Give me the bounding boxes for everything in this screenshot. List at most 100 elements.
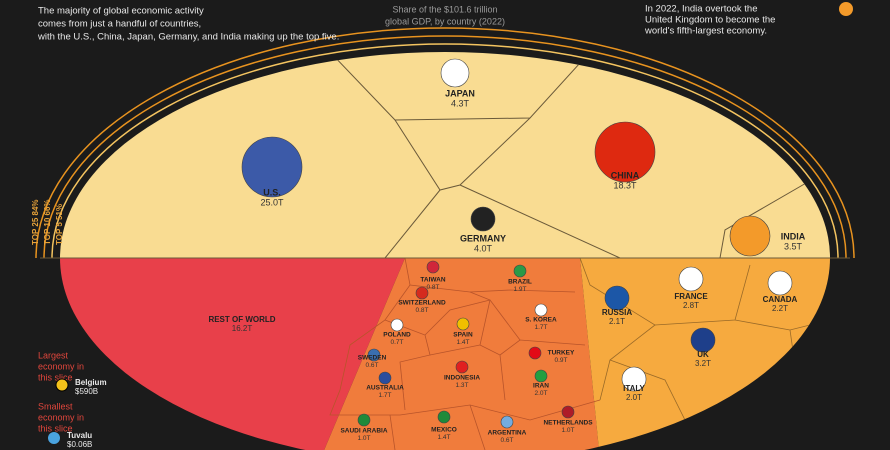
flag: [367, 348, 381, 362]
region-name: INDONESIA: [444, 375, 480, 382]
region-name: IRAN: [533, 383, 549, 390]
flag: [470, 206, 496, 232]
legend-heading: this slice: [38, 423, 73, 433]
region-value: 16.2T: [232, 324, 253, 333]
region-name: BRAZIL: [508, 279, 532, 286]
flag: [390, 318, 404, 332]
region-value: 0.6T: [365, 362, 378, 369]
flag: [513, 264, 527, 278]
flag: [534, 369, 548, 383]
flag: [456, 317, 470, 331]
region-name: ITALY: [623, 384, 645, 393]
flag: [48, 432, 60, 444]
flag: [594, 121, 656, 183]
legend-country: Tuvalu: [67, 431, 92, 440]
note-3: world's fifth-largest economy.: [644, 26, 767, 37]
region-name: CANADA: [763, 295, 798, 304]
flag: [415, 286, 429, 300]
flag: [440, 58, 470, 88]
note-1: In 2022, India overtook the: [645, 4, 758, 15]
region-name: U.S.: [263, 187, 281, 197]
ring-label: TOP 5 51%: [55, 204, 64, 245]
region-value: 1.4T: [437, 434, 450, 441]
region-value: 3.2T: [695, 359, 711, 368]
region-name: CHINA: [611, 170, 640, 180]
region-value: 1.0T: [357, 435, 370, 442]
region-name: TAIWAN: [420, 277, 445, 284]
region-name: RUSSIA: [602, 308, 632, 317]
rings: [35, 27, 855, 259]
intro-1: The majority of global economic activity: [38, 6, 204, 17]
legend-heading: Smallest: [38, 401, 73, 411]
ring-label: TOP 25 84%: [31, 199, 40, 245]
legend-heading: economy in: [38, 361, 84, 371]
region-value: 0.8T: [426, 284, 439, 291]
india-flag: [839, 2, 853, 16]
flag: [528, 346, 542, 360]
region-name: SWEDEN: [358, 355, 387, 362]
region-value: 2.2T: [772, 304, 788, 313]
region-name: NETHERLANDS: [543, 420, 593, 427]
legend-heading: this slice: [38, 372, 73, 382]
note-2: United Kingdom to become the: [645, 15, 775, 26]
region-name: REST OF WORLD: [208, 315, 275, 324]
region-value: 0.9T: [554, 357, 567, 364]
region-value: 2.1T: [609, 317, 625, 326]
flag: [561, 405, 575, 419]
legend-value: $0.06B: [67, 440, 92, 449]
region-value: 1.7T: [534, 324, 547, 331]
legend-heading: economy in: [38, 412, 84, 422]
flag: [378, 371, 392, 385]
region-value: 2.0T: [626, 393, 642, 402]
flag: [678, 266, 704, 292]
region-name: SAUDI ARABIA: [340, 428, 387, 435]
region-value: 0.7T: [390, 339, 403, 346]
flag: [729, 215, 771, 257]
region-name: AUSTRALIA: [366, 385, 404, 392]
region-value: 25.0T: [260, 197, 284, 207]
region-name: SPAIN: [453, 332, 473, 339]
region-name: MEXICO: [431, 427, 457, 434]
flag: [426, 260, 440, 274]
region-value: 18.3T: [613, 180, 637, 190]
flag: [55, 378, 69, 392]
intro-3: with the U.S., China, Japan, Germany, an…: [37, 32, 339, 43]
region-value: 1.4T: [456, 339, 469, 346]
region-name: GERMANY: [460, 233, 506, 243]
region-value: 0.6T: [500, 437, 513, 444]
flag: [357, 413, 371, 427]
region-name: TURKEY: [548, 350, 575, 357]
region-name: UK: [697, 350, 709, 359]
region-value: 3.5T: [784, 241, 803, 251]
flag: [500, 415, 514, 429]
flag: [534, 303, 548, 317]
flag: [621, 366, 647, 392]
ring-label: TOP 10 66%: [43, 199, 52, 245]
region-name: FRANCE: [674, 292, 708, 301]
region-name: SWITZERLAND: [398, 300, 446, 307]
flag: [604, 285, 630, 311]
region-value: 2.0T: [534, 390, 547, 397]
subtitle-2: global GDP, by country (2022): [385, 16, 505, 26]
flag: [455, 360, 469, 374]
region-name: INDIA: [781, 231, 806, 241]
legend-value: $590B: [75, 387, 98, 396]
region-value: 2.8T: [683, 301, 699, 310]
region-value: 1.0T: [561, 427, 574, 434]
region-name: POLAND: [383, 332, 411, 339]
legend-heading: Largest: [38, 350, 69, 360]
region-value: 4.0T: [474, 243, 493, 253]
region-value: 1.7T: [378, 392, 391, 399]
region-value: 1.3T: [455, 382, 468, 389]
legend-country: Belgium: [75, 378, 107, 387]
subtitle-1: Share of the $101.6 trillion: [392, 4, 497, 14]
region-value: 0.8T: [415, 307, 428, 314]
flag: [767, 270, 793, 296]
region-value: 1.9T: [513, 286, 526, 293]
intro-2: comes from just a handful of countries,: [38, 19, 201, 30]
flag: [690, 327, 716, 353]
flag: [241, 136, 303, 198]
region-name: ARGENTINA: [488, 430, 527, 437]
region-name: S. KOREA: [525, 317, 557, 324]
